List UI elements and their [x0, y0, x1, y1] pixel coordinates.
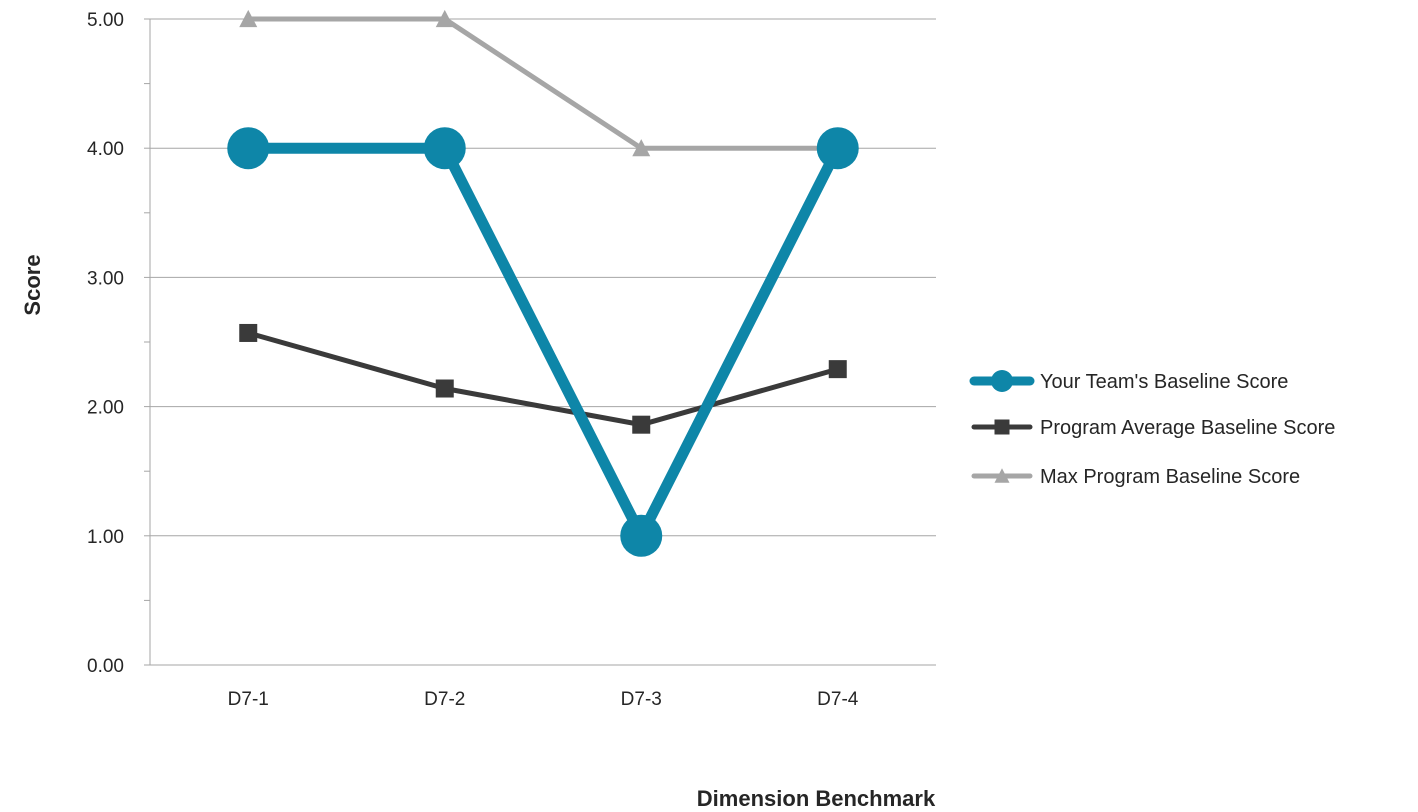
series-circle [227, 127, 859, 557]
legend-item: Max Program Baseline Score [971, 466, 1300, 488]
legend-label: Your Team's Baseline Score [1040, 371, 1288, 393]
y-tick-label: 4.00 [87, 139, 124, 160]
legend-label: Program Average Baseline Score [1040, 417, 1335, 439]
series-lines [227, 9, 859, 557]
marker-square [239, 323, 258, 342]
legend-label: Max Program Baseline Score [1040, 466, 1300, 488]
series-triangle [239, 9, 847, 157]
y-tick-label: 3.00 [87, 268, 124, 289]
marker-triangle [994, 468, 1010, 483]
x-tick-label: D7-4 [817, 689, 859, 710]
marker-circle [816, 127, 859, 170]
legend-item: Your Team's Baseline Score [969, 370, 1288, 393]
marker-square [828, 360, 847, 379]
series-line [245, 16, 841, 151]
marker-circle [227, 127, 270, 170]
marker-circle [620, 514, 663, 557]
series-square [239, 323, 847, 434]
y-tick-label: 1.00 [87, 527, 124, 548]
series-line [242, 142, 844, 542]
axes: 0.00 1.00 2.00 3.00 4.00 5.00 D7-1 D7-2 D7-3 D7-4 [87, 10, 936, 710]
marker-circle [423, 127, 466, 170]
legend-item: Program Average Baseline Score [971, 417, 1335, 439]
marker-triangle [632, 139, 651, 157]
y-tick-label: 2.00 [87, 398, 124, 419]
x-tick-label: D7-2 [424, 689, 465, 710]
x-tick-label: D7-3 [621, 689, 662, 710]
gridlines [150, 18, 936, 537]
marker-triangle [239, 9, 258, 28]
marker-square [632, 415, 651, 434]
y-tick-label: 5.00 [87, 10, 124, 31]
marker-square [435, 379, 454, 398]
marker-circle [991, 370, 1013, 392]
x-axis-title: Dimension Benchmark [697, 786, 936, 811]
series-line [245, 330, 841, 428]
y-axis-title: Score [20, 254, 45, 315]
x-tick-label: D7-1 [228, 689, 269, 710]
marker-square [994, 419, 1010, 435]
legend: Your Team's Baseline Score Program Averag… [969, 370, 1335, 488]
marker-triangle [435, 9, 454, 28]
y-tick-label: 0.00 [87, 656, 124, 677]
